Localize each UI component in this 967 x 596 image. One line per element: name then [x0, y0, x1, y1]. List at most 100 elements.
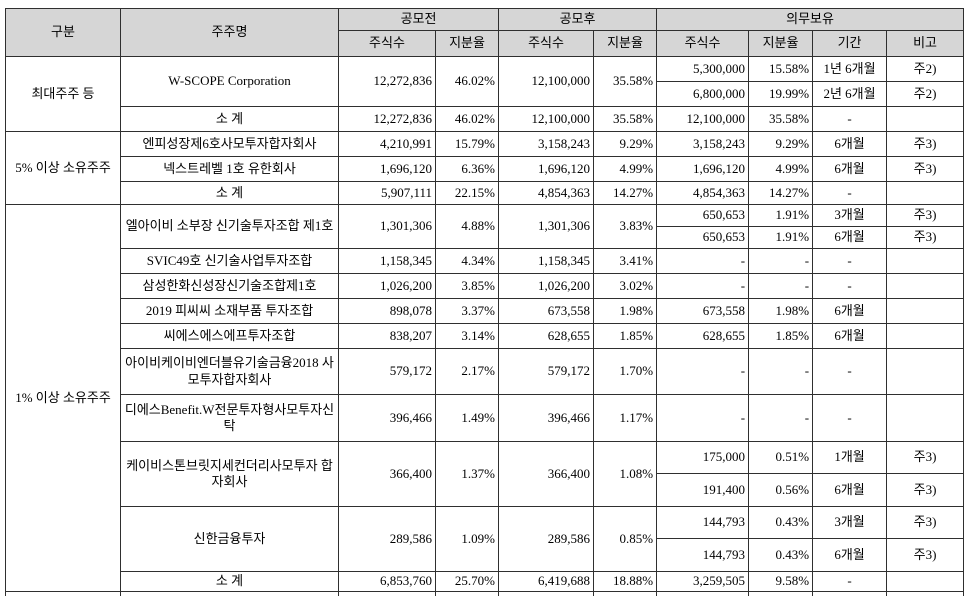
cell-post-ratio: 1.85%	[593, 323, 658, 349]
header-lockup-period: 기간	[812, 30, 888, 57]
table-row: 191,400 0.56% 6개월 주3)	[6, 473, 965, 507]
cell-note	[886, 348, 965, 395]
cell-empty	[656, 591, 750, 596]
cell-note: 주3)	[886, 131, 965, 157]
cell-note: 주3)	[886, 441, 965, 474]
header-group-lockup: 의무보유	[656, 8, 965, 31]
cell-post-shares: 289,586	[498, 506, 595, 572]
cell-pre-ratio: 2.17%	[434, 348, 500, 395]
header-category: 구분	[5, 8, 121, 57]
cell-lockup-ratio: 0.56%	[748, 473, 814, 507]
cell-lockup-period: -	[812, 571, 888, 592]
cell-note: 주3)	[886, 473, 965, 507]
cell-pre-ratio: 25.70%	[434, 571, 500, 592]
cell-note: 주3)	[886, 506, 965, 539]
cell-pre-ratio: 46.02%	[434, 106, 500, 132]
cell-lockup-period: 6개월	[812, 156, 888, 182]
cell-lockup-ratio: 14.27%	[748, 181, 814, 205]
cell-shareholder-name: 아이비케이비엔더블유기술금융2018 사모투자합자회사	[120, 348, 339, 395]
cell-note	[886, 181, 965, 205]
cell-lockup-period: -	[812, 394, 888, 442]
cell-note: 주3)	[886, 538, 965, 572]
cell-category: 1% 이상 소유주주	[5, 204, 121, 592]
cell-note	[886, 298, 965, 324]
cell-shareholder-name: 삼성한화신성장신기술조합제1호	[120, 273, 339, 299]
cell-post-ratio: 14.27%	[593, 181, 658, 205]
cell-shareholder-name: W-SCOPE Corporation	[120, 56, 339, 107]
cell-lockup-period: 6개월	[812, 131, 888, 157]
cell-empty	[338, 591, 436, 596]
cell-pre-ratio: 6.36%	[434, 156, 500, 182]
cell-lockup-shares: 650,653	[656, 226, 750, 249]
cell-post-shares: 6,419,688	[498, 571, 595, 592]
cell-post-shares: 366,400	[498, 441, 595, 507]
shareholding-lockup-table: 구분 주주명 공모전 공모후 의무보유 주식수 지분율 주식수 지분율 주식수 …	[5, 8, 965, 596]
table-row: 2019 피씨씨 소재부품 투자조합 898,078 3.37% 673,558…	[6, 298, 965, 324]
cell-lockup-ratio: 0.51%	[748, 441, 814, 474]
cell-post-ratio: 1.17%	[593, 394, 658, 442]
cell-shareholder-name: 신한금융투자	[120, 506, 339, 572]
cell-empty	[886, 591, 965, 596]
cell-lockup-ratio: 0.43%	[748, 538, 814, 572]
cell-pre-shares: 838,207	[338, 323, 436, 349]
cell-pre-shares: 289,586	[338, 506, 436, 572]
cell-lockup-ratio: 4.99%	[748, 156, 814, 182]
cell-empty	[498, 591, 595, 596]
header-pre-ratio: 지분율	[434, 30, 500, 57]
cell-lockup-period: 6개월	[812, 538, 888, 572]
cell-pre-shares: 1,301,306	[338, 204, 436, 249]
cell-pre-ratio: 3.85%	[434, 273, 500, 299]
cell-note: 주2)	[886, 56, 965, 82]
cell-lockup-ratio: 9.29%	[748, 131, 814, 157]
cell-lockup-shares: 650,653	[656, 204, 750, 227]
cell-shareholder-name: 넥스트레벨 1호 유한회사	[120, 156, 339, 182]
cell-post-ratio: 1.08%	[593, 441, 658, 507]
header-lockup-ratio: 지분율	[748, 30, 814, 57]
cell-lockup-period: 6개월	[812, 226, 888, 249]
table-row: 1% 이상 소유주주 엘아이비 소부장 신기술투자조합 제1호 1,301,30…	[5, 204, 965, 592]
subtotal-row: 소 계 12,272,836 46.02% 12,100,000 35.58% …	[6, 106, 965, 132]
cell-lockup-shares: -	[656, 394, 750, 442]
cell-subtotal-label: 소 계	[120, 571, 339, 592]
table-row: 5% 이상 소유주주 엔피성장제6호사모투자합자회사 4,210,991 15.…	[5, 131, 965, 205]
cell-post-ratio: 35.58%	[593, 56, 658, 107]
cell-post-shares: 1,301,306	[498, 204, 595, 249]
cell-note	[886, 248, 965, 274]
cell-lockup-shares: 628,655	[656, 323, 750, 349]
cell-lockup-shares: 12,100,000	[656, 106, 750, 132]
cell-lockup-period: 3개월	[812, 204, 888, 227]
header-pre-shares: 주식수	[338, 30, 436, 57]
table-row: 삼성한화신성장신기술조합제1호 1,026,200 3.85% 1,026,20…	[6, 273, 965, 299]
cell-lockup-period: -	[812, 348, 888, 395]
cell-lockup-period: 6개월	[812, 323, 888, 349]
cell-empty	[593, 591, 658, 596]
cell-empty	[120, 591, 339, 596]
cell-lockup-period: -	[812, 248, 888, 274]
cell-subtotal-label: 소 계	[120, 181, 339, 205]
cell-empty	[812, 591, 888, 596]
cell-pre-ratio: 1.37%	[434, 441, 500, 507]
cell-note	[886, 273, 965, 299]
cell-lockup-shares: 144,793	[656, 538, 750, 572]
cell-post-ratio: 3.02%	[593, 273, 658, 299]
cell-empty	[434, 591, 500, 596]
cell-pre-shares: 5,907,111	[338, 181, 436, 205]
table-row: 씨에스에스에프투자조합 838,207 3.14% 628,655 1.85% …	[6, 323, 965, 349]
cell-pre-shares: 898,078	[338, 298, 436, 324]
cell-shareholder-name: 씨에스에스에프투자조합	[120, 323, 339, 349]
cell-post-shares: 4,854,363	[498, 181, 595, 205]
cell-note: 주3)	[886, 226, 965, 249]
cell-post-shares: 1,158,345	[498, 248, 595, 274]
table-row: SVIC49호 신기술사업투자조합 1,158,345 4.34% 1,158,…	[6, 248, 965, 274]
cell-pre-shares: 6,853,760	[338, 571, 436, 592]
cell-lockup-period: 6개월	[812, 473, 888, 507]
cell-post-shares: 673,558	[498, 298, 595, 324]
cell-lockup-period: -	[812, 181, 888, 205]
cell-lockup-period: 3개월	[812, 506, 888, 539]
subtotal-row: 소 계 6,853,760 25.70% 6,419,688 18.88% 3,…	[6, 571, 965, 592]
cell-lockup-ratio: 35.58%	[748, 106, 814, 132]
table-row: 넥스트레벨 1호 유한회사 1,696,120 6.36% 1,696,120 …	[6, 156, 965, 182]
header-note: 비고	[886, 30, 965, 57]
cell-lockup-shares: -	[656, 273, 750, 299]
cell-post-shares: 12,100,000	[498, 56, 595, 107]
